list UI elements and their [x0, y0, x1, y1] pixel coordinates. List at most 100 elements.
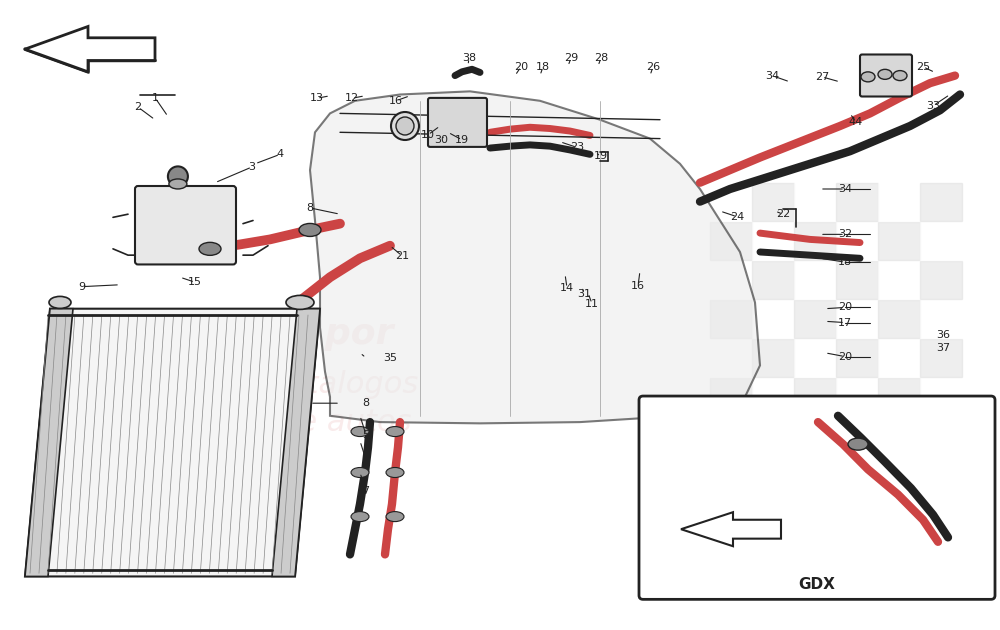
Text: 18: 18	[838, 257, 852, 267]
Text: 18: 18	[536, 62, 550, 72]
Text: 20: 20	[838, 352, 852, 362]
Bar	[878, 339, 920, 377]
Ellipse shape	[386, 512, 404, 522]
Text: 44: 44	[849, 117, 863, 127]
FancyBboxPatch shape	[428, 98, 487, 147]
Ellipse shape	[386, 427, 404, 437]
Ellipse shape	[199, 243, 221, 255]
Ellipse shape	[351, 467, 369, 478]
Bar	[920, 183, 962, 220]
Text: 7: 7	[362, 486, 370, 496]
Text: 31: 31	[577, 289, 591, 299]
Text: 22: 22	[776, 209, 790, 219]
Text: 35: 35	[383, 353, 397, 363]
Text: 5: 5	[362, 430, 370, 440]
Bar	[752, 378, 794, 416]
Text: 33: 33	[926, 101, 940, 111]
Polygon shape	[681, 512, 781, 546]
Text: subido por: subido por	[176, 317, 394, 351]
FancyBboxPatch shape	[135, 186, 236, 265]
Text: 13: 13	[310, 93, 324, 103]
Bar	[794, 222, 836, 260]
Bar	[920, 339, 962, 377]
Text: 27: 27	[815, 72, 829, 82]
Bar	[710, 261, 752, 299]
Ellipse shape	[299, 224, 321, 236]
Bar	[752, 183, 794, 220]
Polygon shape	[272, 309, 320, 576]
Text: 21: 21	[395, 251, 409, 261]
Text: de autos: de autos	[279, 408, 411, 437]
Polygon shape	[25, 309, 320, 576]
Bar	[794, 183, 836, 220]
Bar	[710, 300, 752, 338]
Bar	[794, 378, 836, 416]
Bar	[710, 378, 752, 416]
Text: 29: 29	[564, 53, 578, 63]
Ellipse shape	[351, 427, 369, 437]
Bar	[920, 261, 962, 299]
Text: 23: 23	[570, 142, 584, 152]
Bar	[752, 261, 794, 299]
Bar	[836, 300, 878, 338]
Text: 34: 34	[838, 184, 852, 194]
Bar	[836, 183, 878, 220]
FancyBboxPatch shape	[639, 396, 995, 599]
Text: 9: 9	[78, 282, 86, 292]
Text: 16: 16	[631, 281, 645, 291]
Text: 4: 4	[276, 149, 284, 159]
Bar	[878, 300, 920, 338]
Text: 16: 16	[389, 96, 403, 106]
Bar	[878, 222, 920, 260]
FancyBboxPatch shape	[860, 55, 912, 96]
Polygon shape	[25, 26, 155, 72]
Text: 26: 26	[646, 62, 660, 72]
Text: 6: 6	[362, 455, 370, 465]
Ellipse shape	[386, 467, 404, 478]
Bar	[836, 339, 878, 377]
Text: 8: 8	[306, 203, 314, 213]
Bar	[710, 183, 752, 220]
Text: 10: 10	[421, 130, 435, 140]
Bar	[752, 300, 794, 338]
Ellipse shape	[396, 117, 414, 135]
Bar	[836, 378, 878, 416]
Text: 25: 25	[916, 62, 930, 72]
Text: 24: 24	[730, 212, 744, 222]
Text: 20: 20	[838, 302, 852, 312]
Bar	[710, 222, 752, 260]
Text: 15: 15	[188, 277, 202, 287]
Ellipse shape	[848, 438, 868, 450]
Bar	[794, 261, 836, 299]
Text: GDX: GDX	[799, 577, 835, 592]
Text: 19: 19	[594, 151, 608, 161]
Text: 3: 3	[248, 162, 256, 172]
Bar	[920, 300, 962, 338]
Ellipse shape	[169, 179, 187, 189]
Polygon shape	[310, 91, 760, 423]
Ellipse shape	[351, 512, 369, 522]
Text: 8: 8	[362, 398, 370, 408]
Bar	[836, 222, 878, 260]
Text: 20: 20	[514, 62, 528, 72]
Ellipse shape	[861, 72, 875, 82]
Bar	[710, 339, 752, 377]
Text: 17: 17	[838, 318, 852, 328]
Bar	[878, 183, 920, 220]
Bar	[920, 222, 962, 260]
Text: 37: 37	[936, 343, 950, 353]
Bar	[878, 261, 920, 299]
Text: 14: 14	[560, 283, 574, 293]
Bar	[836, 261, 878, 299]
Bar	[920, 378, 962, 416]
Polygon shape	[25, 309, 73, 576]
Bar	[794, 339, 836, 377]
Bar	[752, 339, 794, 377]
Text: 1: 1	[152, 93, 158, 103]
Bar	[794, 300, 836, 338]
Ellipse shape	[168, 166, 188, 186]
Ellipse shape	[49, 296, 71, 309]
Text: 28: 28	[594, 53, 608, 63]
Ellipse shape	[878, 69, 892, 79]
Text: 34: 34	[765, 71, 779, 81]
